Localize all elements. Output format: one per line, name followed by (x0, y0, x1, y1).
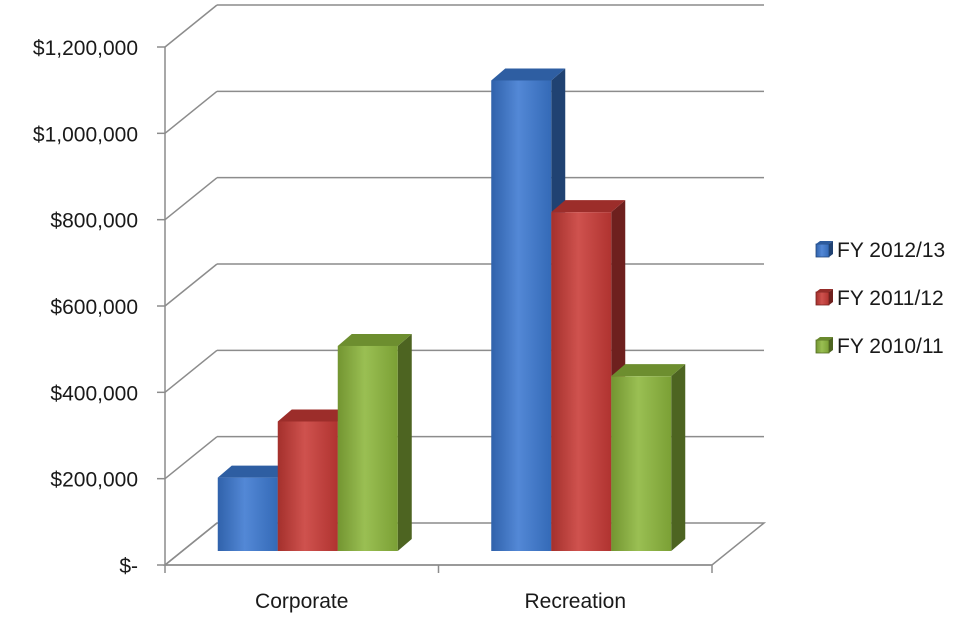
bar-front (491, 80, 552, 551)
axes (164, 47, 713, 573)
bar-top (337, 333, 412, 346)
y-tick-label: $- (119, 555, 138, 578)
bar-top (491, 68, 566, 81)
bar-corporate-2 (337, 333, 412, 551)
bar-front (551, 212, 612, 551)
bar-recreation-2 (611, 364, 686, 551)
bars (217, 68, 686, 551)
bar-side (397, 333, 412, 551)
y-tick-label: $800,000 (50, 210, 138, 233)
bar-top (277, 409, 352, 422)
gridline-side (164, 349, 218, 393)
bar-top (217, 465, 292, 478)
bar-front (277, 421, 338, 551)
x-axis-category-labels: Corporate Recreation (255, 590, 626, 613)
legend: FY 2012/13 FY 2011/12 FY 2010/11 (815, 239, 945, 358)
legend-swatch-top (816, 337, 833, 340)
y-tick-label: $200,000 (50, 469, 138, 492)
gridline-side (164, 263, 218, 307)
legend-swatch (815, 291, 830, 306)
bar-front (611, 376, 672, 551)
legend-swatch (815, 243, 830, 258)
legend-swatch-top (816, 289, 833, 292)
legend-label: FY 2012/13 (837, 239, 945, 262)
y-tick-label: $600,000 (50, 296, 138, 319)
y-tick-label: $1,200,000 (33, 37, 138, 60)
x-category-label: Corporate (255, 590, 348, 613)
legend-label: FY 2011/12 (837, 287, 944, 310)
bar-front (337, 345, 398, 551)
y-tick-label: $400,000 (50, 382, 138, 405)
bar-front (217, 477, 278, 551)
gridline-side (164, 90, 218, 134)
legend-swatch-side (829, 337, 833, 353)
bar-side (671, 364, 686, 551)
legend-swatch-side (829, 289, 833, 305)
y-tick-label: $1,000,000 (33, 123, 138, 146)
bar-top (551, 200, 626, 213)
legend-swatch-top (816, 241, 833, 244)
legend-item: FY 2012/13 (815, 239, 945, 262)
y-axis-tick-labels: $- $200,000 $400,000 $600,000 $800,000 $1,000… (33, 37, 138, 578)
gridline-side (164, 436, 218, 480)
legend-swatch (815, 339, 830, 354)
gridline-side (164, 4, 218, 48)
legend-label: FY 2010/11 (837, 335, 944, 358)
gridline-side (164, 177, 218, 221)
gridline-side (164, 522, 218, 566)
x-category-label: Recreation (524, 590, 626, 613)
bar-top (611, 364, 686, 377)
bar-recreation-0 (491, 68, 566, 551)
legend-swatch-side (829, 241, 833, 257)
legend-item: FY 2011/12 (815, 287, 944, 310)
legend-item: FY 2010/11 (815, 335, 944, 358)
